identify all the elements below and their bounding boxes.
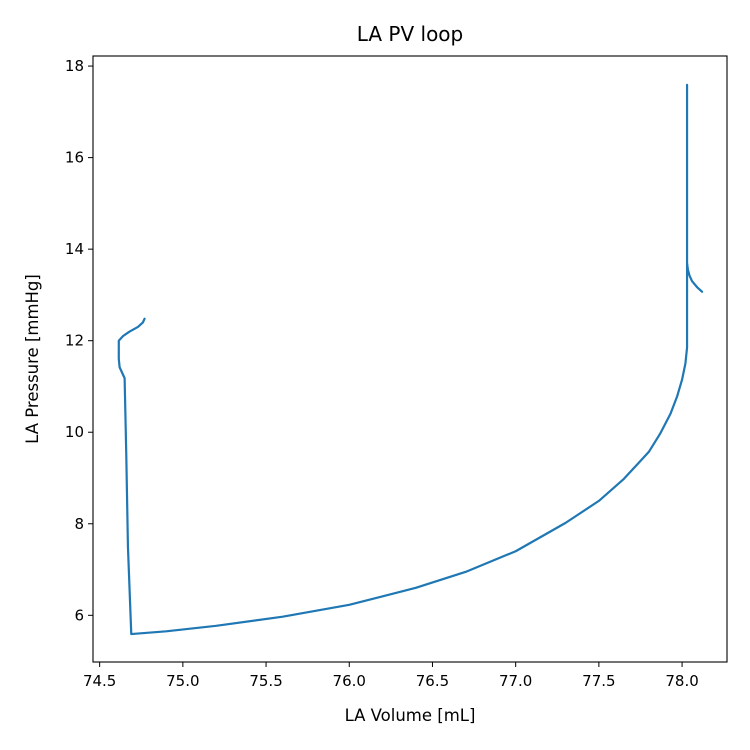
plot-area xyxy=(117,83,704,636)
series-line-0 xyxy=(117,83,704,636)
x-tick-label: 75.0 xyxy=(166,672,199,690)
x-tick-label: 77.0 xyxy=(499,672,532,690)
y-tick-label: 16 xyxy=(65,149,84,167)
axes-frame xyxy=(92,55,728,663)
x-tick-label: 76.5 xyxy=(416,672,449,690)
y-tick-label: 10 xyxy=(65,423,84,441)
x-tick-label: 75.5 xyxy=(249,672,282,690)
x-tick-label: 77.5 xyxy=(582,672,615,690)
x-axis-label: LA Volume [mL] xyxy=(345,706,476,725)
y-axis-label: LA Pressure [mmHg] xyxy=(23,274,42,444)
y-tick-label: 14 xyxy=(65,240,84,258)
y-tick-label: 18 xyxy=(65,57,84,75)
x-axis: 74.5 75.0 75.5 76.0 76.5 77.0 77.5 78.0 xyxy=(83,662,699,690)
x-tick-label: 76.0 xyxy=(333,672,366,690)
y-tick-label: 12 xyxy=(65,332,84,350)
y-tick-label: 6 xyxy=(74,606,84,624)
x-tick-label: 78.0 xyxy=(665,672,698,690)
y-tick-label: 8 xyxy=(74,515,84,533)
y-axis: 6 8 10 12 14 16 18 xyxy=(65,57,93,624)
chart-title: LA PV loop xyxy=(357,22,463,46)
x-tick-label: 74.5 xyxy=(83,672,116,690)
